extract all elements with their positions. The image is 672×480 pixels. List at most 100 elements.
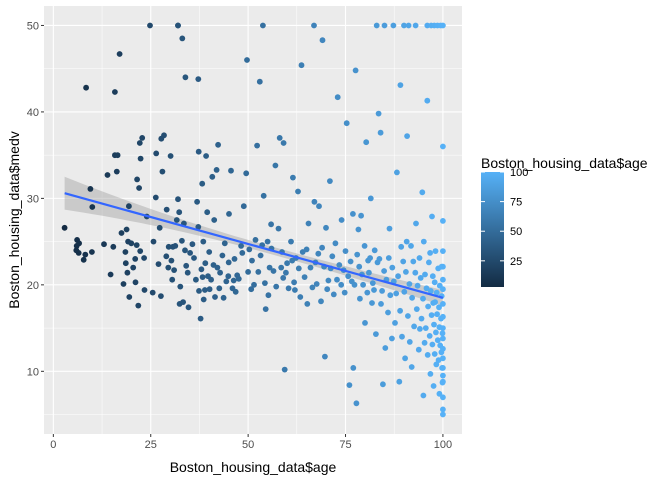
data-point	[197, 315, 204, 322]
data-point	[179, 35, 186, 42]
data-point	[428, 312, 435, 318]
data-point	[311, 198, 318, 205]
data-point	[387, 292, 394, 299]
data-point	[366, 269, 372, 276]
data-point	[431, 279, 438, 286]
data-point	[226, 211, 232, 217]
x-tick-label: 75	[339, 439, 351, 451]
data-point	[231, 256, 238, 262]
data-point	[329, 253, 336, 260]
data-point	[193, 276, 199, 283]
data-point	[278, 264, 285, 271]
data-point	[422, 325, 429, 331]
data-point	[104, 172, 111, 178]
data-point	[266, 264, 273, 271]
data-point	[420, 238, 427, 245]
data-point	[169, 276, 176, 283]
data-point	[283, 269, 289, 276]
data-point	[264, 238, 271, 245]
data-point	[195, 148, 202, 155]
data-point	[336, 262, 343, 268]
data-point	[406, 281, 413, 287]
data-point	[216, 285, 223, 292]
data-point	[433, 289, 440, 296]
data-point	[379, 288, 385, 294]
data-point	[202, 260, 209, 267]
data-point	[61, 224, 68, 231]
data-point	[318, 298, 324, 305]
data-point	[147, 22, 153, 29]
data-point	[422, 271, 428, 278]
data-point	[256, 78, 263, 85]
data-point	[418, 315, 425, 322]
data-point	[221, 240, 228, 247]
data-point	[114, 152, 121, 159]
data-point	[431, 351, 438, 357]
data-point	[382, 345, 389, 351]
data-point	[251, 281, 257, 288]
data-point	[270, 268, 277, 274]
data-point	[304, 301, 311, 307]
data-point	[297, 294, 304, 300]
data-point	[112, 89, 118, 95]
data-point	[369, 280, 376, 286]
data-point	[290, 174, 296, 181]
data-point	[307, 264, 314, 271]
data-point	[213, 167, 220, 173]
data-point	[156, 224, 163, 231]
x-axis: 0 25 50 75 100	[50, 434, 452, 451]
data-point	[420, 295, 426, 302]
data-point	[402, 355, 408, 362]
data-point	[168, 257, 175, 264]
y-tick-label: 50	[27, 20, 39, 32]
data-point	[408, 243, 414, 249]
data-point	[434, 337, 441, 344]
data-point	[273, 283, 280, 290]
data-point	[429, 213, 435, 220]
data-point	[116, 51, 123, 57]
data-point	[136, 140, 143, 146]
data-point	[436, 304, 442, 311]
data-point	[432, 248, 439, 255]
data-point	[177, 283, 184, 290]
data-point	[378, 301, 384, 307]
data-point	[285, 285, 292, 292]
data-point	[363, 139, 370, 146]
data-point	[175, 22, 181, 29]
data-point	[82, 251, 89, 258]
x-tick-label: 0	[50, 439, 56, 451]
data-point	[75, 250, 82, 256]
data-point	[272, 162, 279, 169]
data-point	[431, 321, 437, 328]
data-point	[196, 288, 202, 294]
data-point	[389, 335, 395, 342]
data-point	[295, 265, 302, 272]
data-point	[158, 293, 164, 299]
y-axis: 10 20 30 40 50	[27, 20, 44, 378]
data-point	[426, 259, 432, 266]
data-point	[163, 253, 170, 260]
data-point	[371, 287, 377, 293]
data-point	[87, 186, 94, 192]
data-point	[165, 264, 172, 271]
plot-panel	[44, 6, 462, 434]
data-point	[184, 269, 191, 276]
data-point	[403, 269, 409, 275]
y-axis-title: Boston_housing_data$medv	[6, 131, 22, 308]
data-point	[319, 244, 325, 251]
data-point	[440, 406, 446, 413]
data-point	[440, 394, 446, 401]
data-point	[203, 153, 210, 159]
data-point	[206, 249, 213, 255]
y-tick-label: 20	[27, 280, 39, 292]
data-point	[319, 37, 326, 44]
data-point	[220, 294, 227, 301]
data-point	[440, 335, 446, 342]
data-point	[334, 94, 341, 101]
data-point	[212, 294, 218, 300]
data-point	[440, 248, 446, 255]
data-point	[313, 281, 320, 287]
data-point	[206, 286, 213, 293]
data-point	[159, 168, 166, 175]
data-point	[280, 275, 287, 281]
